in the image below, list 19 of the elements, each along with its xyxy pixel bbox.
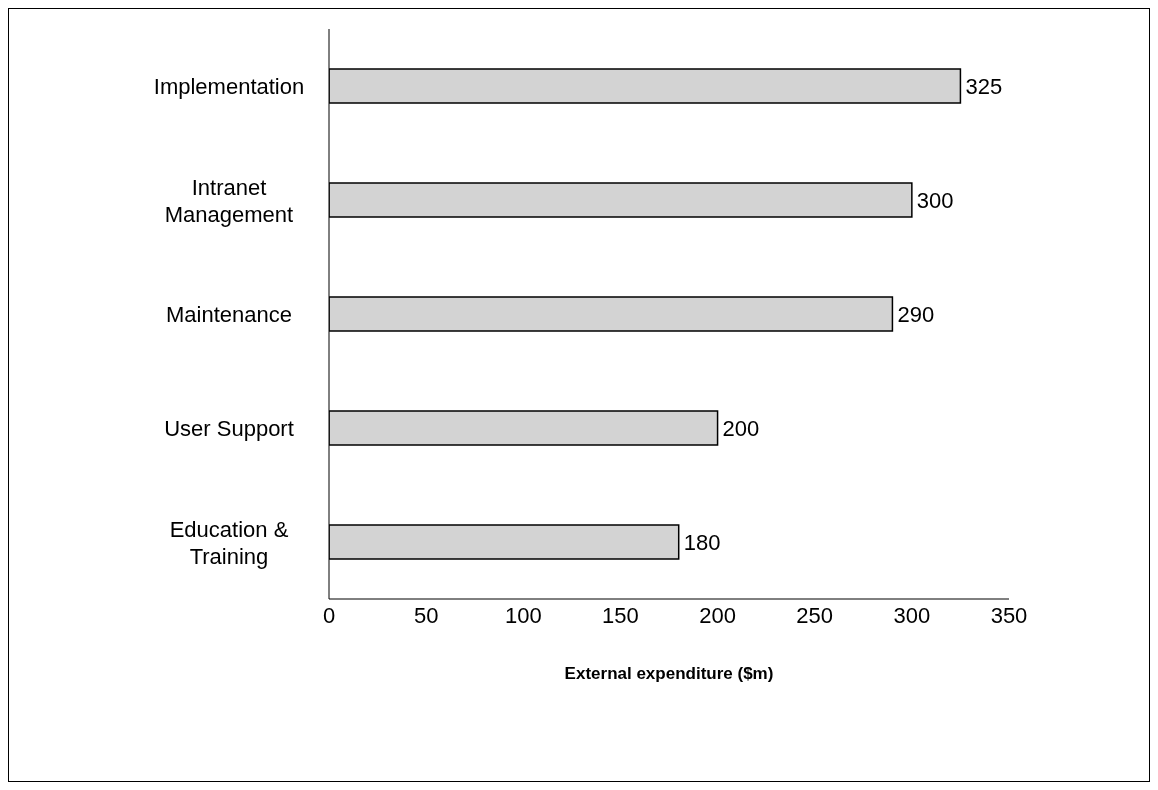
x-tick-label: 300: [893, 602, 931, 628]
data-label: 300: [916, 187, 954, 213]
x-tick-label: 350: [990, 602, 1028, 628]
x-tick-label: 50: [413, 602, 439, 628]
x-tick-label: 100: [504, 602, 542, 628]
y-tick-label: Maintenance: [166, 301, 292, 327]
data-label: 180: [683, 529, 721, 555]
x-axis-title: External expenditure ($m): [564, 664, 774, 683]
x-tick-label: 250: [796, 602, 834, 628]
y-tick-label: Implementation: [153, 73, 305, 99]
data-label: 325: [965, 73, 1003, 99]
y-tick-label: Intranet Management: [164, 174, 294, 226]
data-label: 290: [897, 301, 935, 327]
y-tick-label: Education & Training: [169, 516, 289, 568]
data-label: 200: [722, 415, 760, 441]
x-tick-label: 150: [602, 602, 639, 628]
x-tick-label: 200: [699, 602, 736, 628]
x-tick-label: 0: [322, 602, 336, 628]
y-tick-label: User Support: [164, 415, 294, 441]
